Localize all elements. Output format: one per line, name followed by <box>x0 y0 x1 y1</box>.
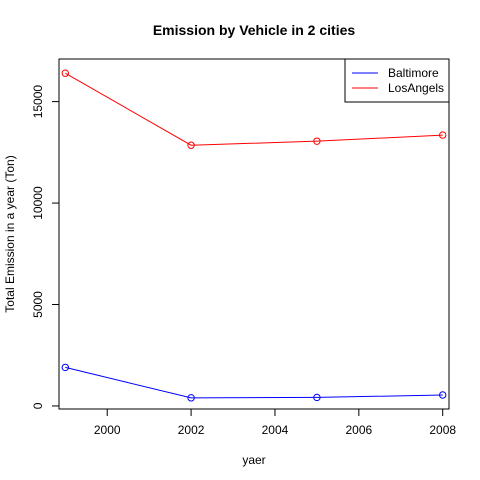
data-point <box>187 141 195 149</box>
data-point <box>439 391 447 399</box>
data-point <box>313 137 321 145</box>
y-tick-label: 10000 <box>31 186 45 220</box>
data-point <box>61 363 69 372</box>
x-tick-label: 2006 <box>345 423 372 437</box>
series-losangels <box>61 69 447 149</box>
data-point <box>439 131 447 139</box>
y-tick-label: 5000 <box>31 291 45 318</box>
x-tick-label: 2008 <box>429 423 456 437</box>
y-tick-label: 0 <box>31 402 45 409</box>
y-tick-label: 15000 <box>31 85 45 119</box>
x-tick-label: 2002 <box>178 423 205 437</box>
series-line <box>65 366 443 399</box>
data-point <box>61 69 69 77</box>
series-baltimore <box>61 363 447 402</box>
legend-label: Baltimore <box>388 66 439 80</box>
x-axis-label: yaer <box>242 453 265 467</box>
legend-box <box>344 58 450 103</box>
x-tick-label: 2004 <box>262 423 289 437</box>
series-line <box>65 72 443 146</box>
x-axis: 2000 2002 2004 2006 2008 <box>94 408 456 437</box>
data-point <box>187 394 195 402</box>
plot-area <box>58 58 450 410</box>
legend-label: LosAngels <box>388 81 444 95</box>
y-axis-label: Total Emission in a year (Ton) <box>3 155 17 312</box>
data-point <box>313 393 321 402</box>
y-axis: 0 5000 10000 15000 <box>31 85 60 409</box>
x-tick-label: 2000 <box>94 423 121 437</box>
series-layer <box>61 69 447 402</box>
chart-title: Emission by Vehicle in 2 cities <box>153 22 356 38</box>
